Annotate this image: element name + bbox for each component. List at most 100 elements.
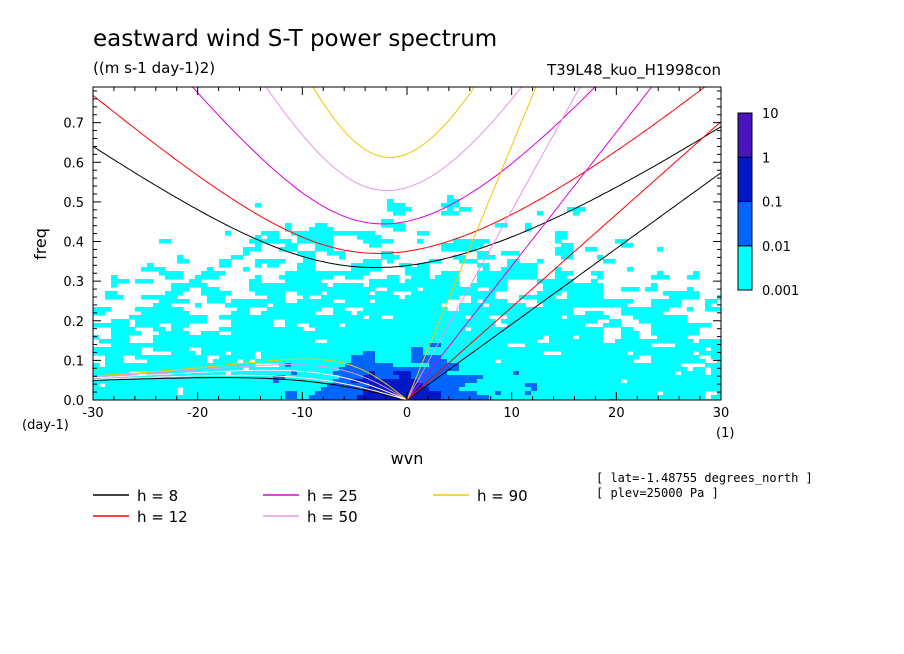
spectrum-cell (345, 387, 352, 392)
spectrum-cell (255, 259, 262, 264)
spectrum-cell (285, 355, 292, 360)
spectrum-cell (111, 347, 118, 352)
spectrum-cell (339, 271, 346, 276)
spectrum-cell (555, 335, 562, 340)
spectrum-cell (657, 271, 664, 276)
spectrum-cell (261, 291, 268, 296)
spectrum-cell (519, 335, 526, 340)
spectrum-cell (441, 343, 448, 348)
spectrum-cell (357, 351, 364, 356)
spectrum-cell (651, 371, 658, 376)
spectrum-cell (627, 335, 634, 340)
spectrum-cell (393, 379, 400, 384)
spectrum-cell (609, 383, 616, 388)
spectrum-cell (609, 351, 616, 356)
spectrum-cell (369, 315, 376, 320)
spectrum-cell (387, 275, 394, 280)
spectrum-cell (123, 319, 130, 324)
spectrum-cell (339, 363, 346, 368)
spectrum-cell (687, 323, 694, 328)
spectrum-cell (591, 295, 598, 300)
spectrum-cell (345, 283, 352, 288)
spectrum-cell (315, 283, 322, 288)
spectrum-cell (477, 359, 484, 364)
spectrum-cell (387, 331, 394, 336)
spectrum-cell (309, 343, 316, 348)
spectrum-cell (669, 379, 676, 384)
spectrum-cell (573, 211, 580, 216)
spectrum-cell (489, 275, 496, 280)
spectrum-cell (453, 311, 460, 316)
spectrum-cell (567, 359, 574, 364)
spectrum-cell (447, 323, 454, 328)
spectrum-cell (567, 323, 574, 328)
spectrum-cell (651, 359, 658, 364)
spectrum-cell (561, 275, 568, 280)
spectrum-cell (381, 219, 388, 224)
spectrum-cell (675, 379, 682, 384)
spectrum-cell (453, 347, 460, 352)
spectrum-cell (231, 335, 238, 340)
spectrum-cell (405, 351, 412, 356)
spectrum-cell (537, 395, 544, 400)
spectrum-cell (597, 343, 604, 348)
spectrum-cell (177, 343, 184, 348)
spectrum-cell (117, 343, 124, 348)
spectrum-cell (333, 367, 340, 372)
spectrum-cell (513, 339, 520, 344)
spectrum-cell (309, 263, 316, 268)
spectrum-cell (207, 335, 214, 340)
spectrum-cell (567, 291, 574, 296)
spectrum-cell (591, 331, 598, 336)
spectrum-cell (423, 371, 430, 376)
spectrum-cell (549, 287, 556, 292)
spectrum-cell (357, 331, 364, 336)
spectrum-cell (717, 307, 721, 312)
spectrum-cell (543, 307, 550, 312)
spectrum-cell (357, 363, 364, 368)
spectrum-cell (237, 307, 244, 312)
spectrum-cell (219, 379, 226, 384)
spectrum-cell (633, 355, 640, 360)
spectrum-cell (393, 275, 400, 280)
spectrum-cell (441, 383, 448, 388)
rossby-curve-0 (93, 377, 408, 400)
spectrum-cell (339, 311, 346, 316)
spectrum-cell (363, 299, 370, 304)
spectrum-cell (465, 363, 472, 368)
spectrum-cell (279, 299, 286, 304)
spectrum-cell (483, 391, 490, 396)
spectrum-cell (687, 343, 694, 348)
spectrum-cell (609, 363, 616, 368)
spectrum-cell (165, 319, 172, 324)
spectrum-cell (573, 367, 580, 372)
spectrum-cell (297, 391, 304, 396)
spectrum-cell (147, 379, 154, 384)
spectrum-cell (639, 311, 646, 316)
spectrum-cell (183, 331, 190, 336)
spectrum-cell (381, 387, 388, 392)
spectrum-cell (285, 243, 292, 248)
spectrum-cell (243, 319, 250, 324)
spectrum-cell (369, 343, 376, 348)
spectrum-cell (639, 319, 646, 324)
spectrum-cell (579, 391, 586, 396)
spectrum-cell (327, 363, 334, 368)
spectrum-cell (351, 391, 358, 396)
spectrum-cell (147, 267, 154, 272)
spectrum-cell (363, 311, 370, 316)
spectrum-cell (405, 375, 412, 380)
spectrum-cell (303, 355, 310, 360)
spectrum-cell (165, 379, 172, 384)
spectrum-cell (483, 307, 490, 312)
spectrum-cell (387, 287, 394, 292)
spectrum-cell (339, 391, 346, 396)
spectrum-cell (249, 279, 256, 284)
spectrum-cell (249, 315, 256, 320)
spectrum-cell (159, 239, 166, 244)
spectrum-cell (513, 379, 520, 384)
spectrum-cell (447, 271, 454, 276)
spectrum-cell (681, 343, 688, 348)
spectrum-cell (399, 335, 406, 340)
spectrum-cell (465, 247, 472, 252)
